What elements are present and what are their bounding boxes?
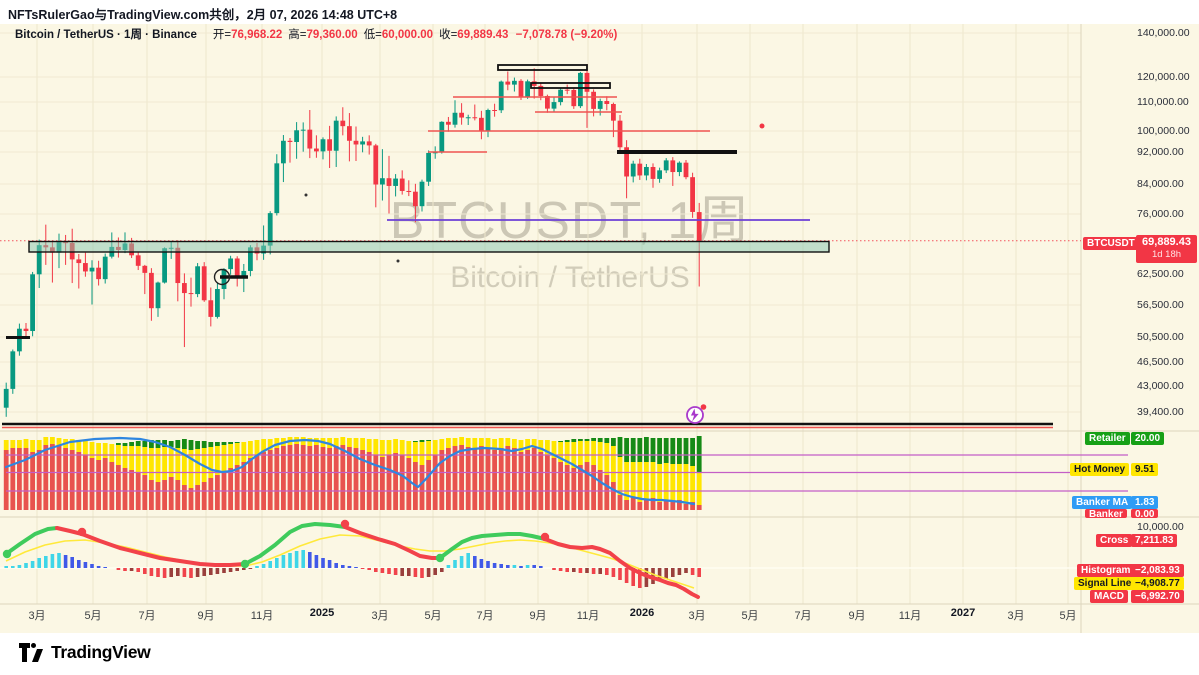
- macd-line-segment: [4, 526, 59, 556]
- resistance-box[interactable]: [530, 82, 611, 89]
- high-value: 79,360.00: [306, 29, 358, 41]
- close-label: 收=: [439, 29, 458, 41]
- low-value: 60,000.00: [381, 29, 434, 41]
- tradingview-logo[interactable]: TradingView: [18, 642, 151, 663]
- dot-marker: [759, 123, 765, 129]
- close-value: 69,889.43: [457, 29, 509, 41]
- macd-line-segment: [438, 532, 547, 560]
- symbol-title: Bitcoin / TetherUS · 1周 · Binance: [15, 29, 197, 41]
- high-label: 高=: [288, 29, 307, 41]
- tradingview-logo-icon: [19, 643, 43, 662]
- macd-line-segment: [343, 525, 442, 560]
- flow-pane-layer: [3, 436, 1128, 510]
- resistance-box[interactable]: [497, 64, 588, 71]
- macd-pane-layer: [0, 519, 1081, 599]
- macd-cross-dot: [540, 532, 550, 542]
- chart-background: [0, 24, 1199, 633]
- dot-marker: [396, 259, 400, 263]
- macd-cross-dot: [435, 553, 445, 563]
- flash-alert-icon[interactable]: [686, 404, 707, 424]
- attribution-text: NFTsRulerGao与TradingView.com共创，2月 07, 20…: [8, 8, 398, 22]
- macd-cross-dot: [2, 549, 12, 559]
- open-label: 开=: [212, 29, 232, 41]
- banker-ma-line: [4, 436, 696, 506]
- low-label: 低=: [363, 29, 382, 41]
- macd-cross-dot: [240, 559, 250, 569]
- circle-marker[interactable]: [213, 268, 231, 286]
- macd-line-segment: [543, 537, 700, 599]
- change-value: −7,078.78 (−9.20%): [515, 29, 618, 41]
- grid-layer: [0, 24, 1199, 633]
- supply-zone-rectangle[interactable]: [28, 240, 830, 253]
- open-value: 76,968.22: [231, 29, 283, 41]
- macd-cross-dot: [77, 527, 87, 537]
- top-attribution-bar: NFTsRulerGao与TradingView.com共创，2月 07, 20…: [0, 0, 1199, 24]
- symbol-info-bar[interactable]: Bitcoin / TetherUS · 1周 · Binance 开=76,96…: [15, 26, 617, 41]
- macd-cross-dot: [340, 519, 350, 529]
- macd-line-segment: [243, 522, 347, 566]
- bottom-bar: TradingView: [0, 633, 1199, 675]
- tradingview-logo-text: TradingView: [51, 642, 151, 662]
- dot-marker: [304, 193, 308, 197]
- drawings-layer: [2, 64, 1053, 429]
